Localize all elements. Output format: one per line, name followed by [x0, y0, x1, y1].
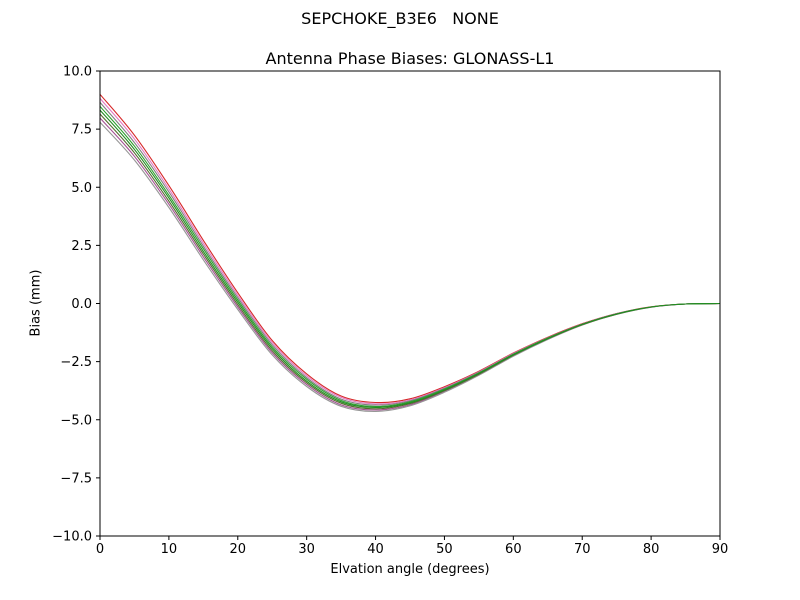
x-tick-label: 60: [505, 542, 522, 557]
series-line-8: [99, 109, 721, 408]
x-tick-label: 90: [712, 542, 729, 557]
x-tick-label: 80: [643, 542, 660, 557]
axes-title: Antenna Phase Biases: GLONASS-L1: [265, 49, 555, 68]
y-tick-label: 2.5: [71, 239, 92, 254]
x-tick-label: 70: [574, 542, 591, 557]
x-tick-label: 50: [436, 542, 453, 557]
series-line-5: [99, 101, 721, 406]
y-tick-label: −7.5: [60, 471, 92, 486]
series-line-4: [99, 121, 721, 412]
series-line-2: [99, 97, 721, 405]
series-line-7: [99, 105, 721, 408]
series-line-1: [99, 93, 721, 404]
y-tick-label: −2.5: [60, 355, 92, 370]
y-tick-label: 10.0: [63, 65, 92, 80]
y-tick-label: −10.0: [52, 530, 92, 545]
x-tick-label: 20: [230, 542, 247, 557]
x-tick-label: 10: [161, 542, 178, 557]
x-axis-label: Elvation angle (degrees): [330, 562, 490, 577]
y-tick-label: 0.0: [71, 297, 92, 312]
y-tick-label: 5.0: [71, 181, 92, 196]
y-tick-label: −5.0: [60, 413, 92, 428]
y-tick-label: 7.5: [71, 123, 92, 138]
x-tick-label: 30: [298, 542, 315, 557]
figure-suptitle: SEPCHOKE_B3E6 NONE: [301, 9, 499, 28]
series-line-6: [99, 113, 721, 410]
x-tick-label: 0: [96, 542, 104, 557]
x-tick-label: 40: [367, 542, 384, 557]
series-line-3: [99, 117, 721, 411]
plot-border: [99, 70, 721, 537]
